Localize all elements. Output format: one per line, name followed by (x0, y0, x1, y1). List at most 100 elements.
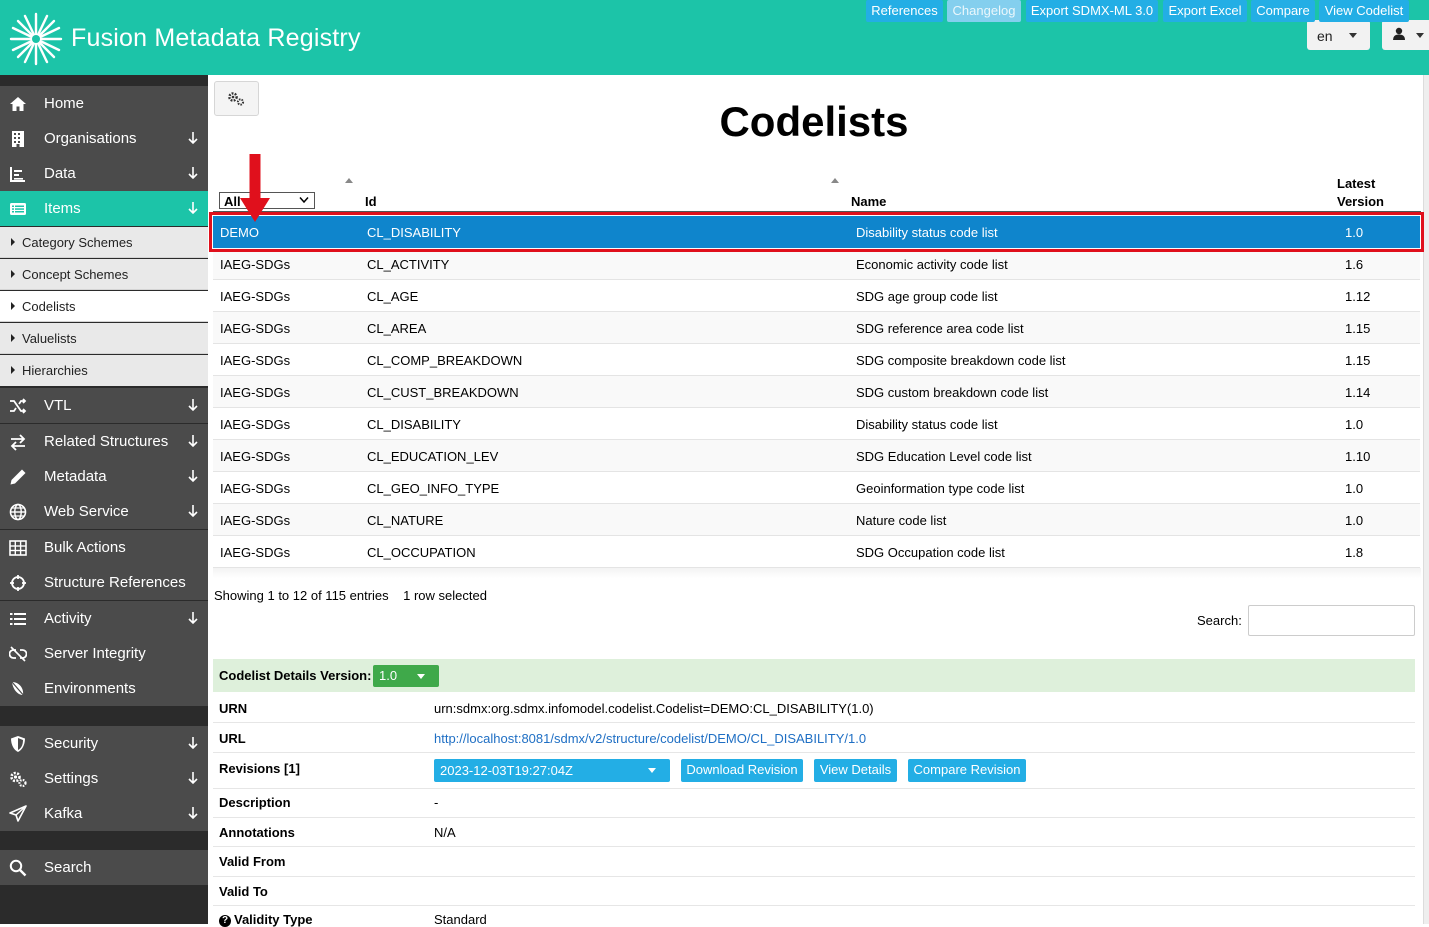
user-menu-button[interactable] (1382, 20, 1429, 50)
sidebar-item-metadata[interactable]: Metadata (0, 459, 208, 494)
sidebar-subitem-concept-schemes[interactable]: Concept Schemes (0, 259, 208, 290)
cell-name: Disability status code list (856, 225, 998, 240)
view-details-button[interactable]: View Details (814, 759, 897, 782)
details-divider (213, 722, 1415, 723)
export-sdmx-button[interactable]: Export SDMX-ML 3.0 (1026, 0, 1158, 22)
sidebar-item-kafka[interactable]: Kafka (0, 796, 208, 831)
table-scroll-fade (213, 568, 1421, 578)
sidebar-item-search[interactable]: Search (0, 850, 208, 885)
cell-id: CL_AGE (367, 289, 419, 304)
app-title: Fusion Metadata Registry (71, 24, 361, 52)
sidebar-item-server-integrity[interactable]: Server Integrity (0, 636, 208, 671)
url-link[interactable]: http://localhost:8081/sdmx/v2/structure/… (434, 731, 867, 746)
sidebar-subitem-category-schemes[interactable]: Category Schemes (0, 227, 208, 258)
annotations-value: N/A (434, 825, 456, 840)
cell-agency: IAEG-SDGs (220, 545, 291, 560)
column-header-version-line2[interactable]: Version (1337, 194, 1384, 209)
export-excel-button[interactable]: Export Excel (1163, 0, 1247, 22)
column-header-name[interactable]: Name (851, 194, 887, 209)
caret-down-icon (417, 674, 425, 679)
revision-select[interactable]: 2023-12-03T19:27:04Z (434, 759, 670, 782)
help-icon[interactable]: ? (219, 914, 231, 927)
sidebar-item-organisations[interactable]: Organisations (0, 121, 208, 156)
sidebar-item-label: VTL (44, 397, 72, 414)
sidebar-item-bulk-actions[interactable]: Bulk Actions (0, 530, 208, 565)
sidebar-item-label: Related Structures (44, 433, 169, 450)
cell-id: CL_NATURE (367, 513, 444, 528)
sidebar-item-activity[interactable]: Activity (0, 601, 208, 636)
table-row[interactable]: IAEG-SDGs CL_GEO_INFO_TYPE Geoinformatio… (213, 472, 1420, 504)
caret-right-icon (11, 302, 15, 310)
sort-asc-icon[interactable] (345, 178, 353, 183)
table-row[interactable]: IAEG-SDGs CL_ACTIVITY Economic activity … (213, 248, 1420, 280)
validity-type-label: Validity Type (234, 912, 313, 927)
sidebar-item-related-structures[interactable]: Related Structures (0, 424, 208, 459)
table-row[interactable]: IAEG-SDGs CL_AGE SDG age group code list… (213, 280, 1420, 312)
sidebar-item-vtl[interactable]: VTL (0, 388, 208, 423)
list-icon (10, 203, 26, 215)
cell-agency: IAEG-SDGs (220, 321, 291, 336)
table-row[interactable]: IAEG-SDGs CL_OCCUPATION SDG Occupation c… (213, 536, 1420, 568)
cogs-icon (10, 771, 27, 788)
paper-plane-icon (9, 805, 27, 822)
sidebar-item-environments[interactable]: Environments (0, 671, 208, 706)
sidebar-subitem-codelists[interactable]: Codelists (0, 291, 208, 322)
version-select-value: 1.0 (379, 668, 398, 683)
search-input[interactable] (1248, 605, 1415, 636)
changelog-button[interactable]: Changelog (947, 0, 1021, 22)
sidebar-item-home[interactable]: Home (0, 86, 208, 121)
sidebar-subitem-valuelists[interactable]: Valuelists (0, 323, 208, 354)
cell-agency: IAEG-SDGs (220, 513, 291, 528)
column-header-version-line1[interactable]: Latest (1337, 176, 1376, 191)
cell-id: CL_OCCUPATION (367, 545, 476, 560)
starburst-logo-icon (9, 12, 63, 66)
annotations-label: Annotations (219, 825, 295, 840)
arrow-down-icon (188, 807, 198, 820)
compare-button[interactable]: Compare (1251, 0, 1315, 22)
cell-version: 1.8 (1345, 545, 1364, 560)
table-row[interactable]: DEMO CL_DISABILITY Disability status cod… (213, 216, 1420, 248)
sidebar-subitem-hierarchies[interactable]: Hierarchies (0, 355, 208, 386)
sidebar-item-label: Bulk Actions (44, 539, 126, 556)
download-revision-button[interactable]: Download Revision (681, 759, 803, 782)
sidebar-item-items[interactable]: Items (0, 191, 208, 226)
table-row[interactable]: IAEG-SDGs CL_DISABILITY Disability statu… (213, 408, 1420, 440)
details-divider (213, 876, 1415, 877)
table-row[interactable]: IAEG-SDGs CL_COMP_BREAKDOWN SDG composit… (213, 344, 1420, 376)
sort-asc-icon[interactable] (831, 178, 839, 183)
cell-agency: IAEG-SDGs (220, 449, 291, 464)
validity-type-row: ? Validity Type (219, 912, 313, 927)
table-row[interactable]: IAEG-SDGs CL_NATURE Nature code list 1.0 (213, 504, 1420, 536)
page-right-gutter (1424, 75, 1429, 924)
page-right-border (1423, 75, 1424, 924)
table-row[interactable]: IAEG-SDGs CL_EDUCATION_LEV SDG Education… (213, 440, 1420, 472)
sidebar-item-security[interactable]: Security (0, 726, 208, 761)
cogs-icon (228, 92, 245, 106)
caret-right-icon (11, 366, 15, 374)
red-arrow-down-icon (240, 154, 270, 222)
column-header-id[interactable]: Id (365, 194, 377, 209)
user-icon (1393, 27, 1405, 40)
sidebar-item-settings[interactable]: Settings (0, 761, 208, 796)
references-button[interactable]: References (866, 0, 943, 22)
sidebar-item-label: Kafka (44, 805, 83, 822)
caret-right-icon (11, 334, 15, 342)
version-select[interactable]: 1.0 (373, 665, 439, 687)
sidebar-item-label: Home (44, 95, 85, 112)
sidebar-item-data[interactable]: Data (0, 156, 208, 191)
cell-id: CL_COMP_BREAKDOWN (367, 353, 523, 368)
sidebar-item-web-service[interactable]: Web Service (0, 494, 208, 529)
cell-agency: IAEG-SDGs (220, 257, 291, 272)
selection-highlight-outline (209, 212, 1424, 252)
caret-right-icon (11, 238, 15, 246)
table-row[interactable]: IAEG-SDGs CL_CUST_BREAKDOWN SDG custom b… (213, 376, 1420, 408)
arrow-down-icon (188, 167, 198, 180)
view-codelist-button[interactable]: View Codelist (1319, 0, 1409, 22)
compare-revision-button[interactable]: Compare Revision (908, 759, 1026, 782)
table-settings-button[interactable] (214, 81, 259, 116)
language-dropdown[interactable]: en (1307, 20, 1370, 50)
cell-version: 1.0 (1345, 417, 1364, 432)
cell-name: SDG Education Level code list (856, 449, 1032, 464)
sidebar-item-structure-references[interactable]: Structure References (0, 565, 208, 600)
table-row[interactable]: IAEG-SDGs CL_AREA SDG reference area cod… (213, 312, 1420, 344)
